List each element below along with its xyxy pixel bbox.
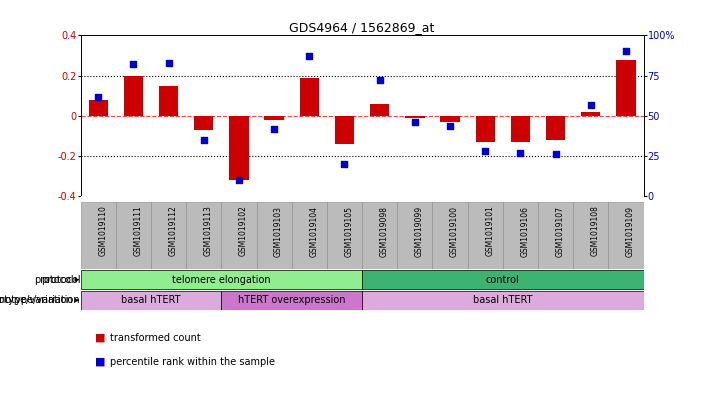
Bar [123,75,143,116]
Point [374,77,386,84]
Bar [370,104,389,116]
Text: GSM1019113: GSM1019113 [204,206,212,256]
Text: control: control [486,275,519,285]
Text: GSM1019112: GSM1019112 [168,206,177,256]
Text: GSM1019103: GSM1019103 [274,206,283,257]
Bar [88,100,108,116]
Bar [616,59,636,116]
Text: genotype/variation: genotype/variation [0,295,74,305]
Point [515,150,526,156]
Point [93,94,104,100]
Point [339,161,350,167]
FancyBboxPatch shape [292,202,327,270]
Text: GSM1019107: GSM1019107 [556,206,564,257]
Point [479,148,491,154]
FancyBboxPatch shape [186,202,222,270]
FancyBboxPatch shape [257,202,292,270]
FancyBboxPatch shape [397,202,433,270]
FancyBboxPatch shape [222,202,257,270]
Text: protocol: protocol [34,275,74,285]
Point [198,137,210,143]
Bar [229,116,249,180]
FancyBboxPatch shape [151,202,186,270]
FancyBboxPatch shape [362,270,644,289]
Text: ■: ■ [95,333,109,343]
Point [620,48,632,55]
Text: GSM1019109: GSM1019109 [626,206,635,257]
Bar [475,116,495,142]
FancyBboxPatch shape [538,202,573,270]
Bar [440,116,460,122]
Text: basal hTERT: basal hTERT [121,295,181,305]
Text: GSM1019101: GSM1019101 [485,206,494,256]
Point [268,126,280,132]
Point [444,122,456,129]
Bar [546,116,565,140]
Text: basal hTERT: basal hTERT [473,295,533,305]
Bar [405,116,425,118]
Text: GSM1019108: GSM1019108 [591,206,600,256]
Text: protocol: protocol [41,275,81,285]
Point [409,119,421,125]
Bar [299,78,319,116]
FancyBboxPatch shape [81,291,222,310]
Text: ■: ■ [95,356,109,367]
FancyBboxPatch shape [608,202,644,270]
FancyBboxPatch shape [327,202,362,270]
Text: GSM1019111: GSM1019111 [133,206,142,256]
Bar [511,116,530,142]
Bar [581,112,601,116]
Point [550,151,562,158]
Text: GSM1019104: GSM1019104 [309,206,318,257]
FancyBboxPatch shape [503,202,538,270]
FancyBboxPatch shape [222,291,362,310]
Point [163,60,174,66]
Bar [194,116,213,130]
Point [304,53,315,59]
Text: GSM1019102: GSM1019102 [239,206,248,256]
Text: GSM1019106: GSM1019106 [520,206,529,257]
FancyBboxPatch shape [362,291,644,310]
Bar [159,86,178,116]
Text: hTERT overexpression: hTERT overexpression [238,295,346,305]
Text: percentile rank within the sample: percentile rank within the sample [110,356,275,367]
FancyBboxPatch shape [468,202,503,270]
Bar [335,116,354,144]
Text: GSM1019110: GSM1019110 [98,206,107,256]
FancyBboxPatch shape [573,202,608,270]
Text: GSM1019098: GSM1019098 [380,206,388,257]
FancyBboxPatch shape [81,202,116,270]
FancyBboxPatch shape [433,202,468,270]
FancyBboxPatch shape [116,202,151,270]
Text: GSM1019100: GSM1019100 [450,206,459,257]
Point [585,101,597,108]
Point [128,61,139,68]
FancyBboxPatch shape [362,202,397,270]
Text: genotype/variation: genotype/variation [0,295,81,305]
Text: GSM1019099: GSM1019099 [415,206,424,257]
Text: telomere elongation: telomere elongation [172,275,271,285]
FancyBboxPatch shape [81,270,362,289]
Title: GDS4964 / 1562869_at: GDS4964 / 1562869_at [290,21,435,34]
Bar [264,116,284,120]
Text: GSM1019105: GSM1019105 [344,206,353,257]
Text: transformed count: transformed count [110,333,200,343]
Point [233,177,245,184]
